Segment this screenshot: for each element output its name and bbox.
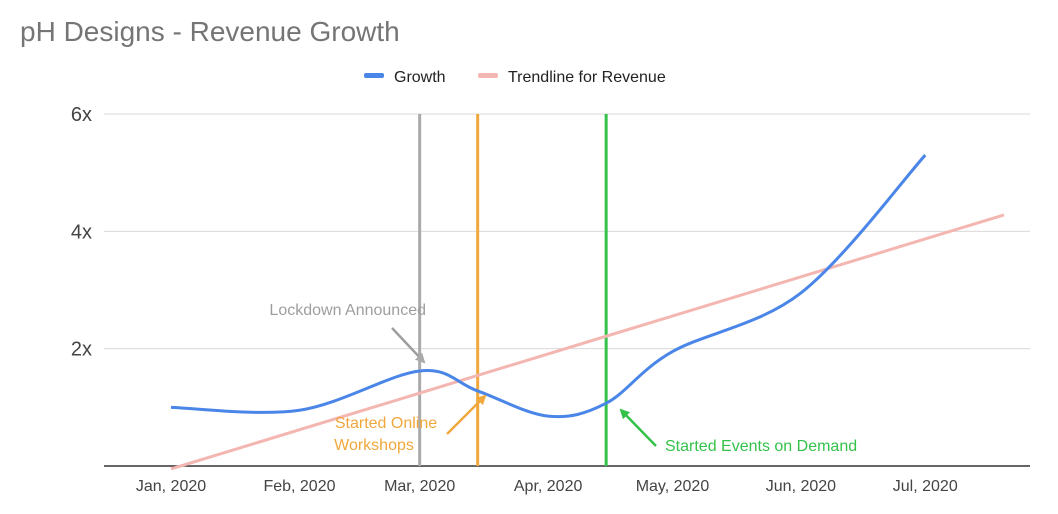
legend-swatch-growth <box>364 73 384 78</box>
legend-label-trendline: Trendline for Revenue <box>508 69 666 86</box>
x-tick-label: Jun, 2020 <box>766 478 836 495</box>
x-tick-label: Apr, 2020 <box>514 478 583 495</box>
x-tick-label: Mar, 2020 <box>384 478 455 495</box>
x-tick-label: Jul, 2020 <box>893 478 958 495</box>
annotation-workshops-line2: Workshops <box>334 437 414 454</box>
x-tick-label: Jan, 2020 <box>136 478 206 495</box>
annotation-workshops: Started Online <box>335 415 437 432</box>
x-tick-label: Feb, 2020 <box>263 478 335 495</box>
trendline-revenue <box>170 213 1005 471</box>
series-lines <box>170 154 1005 471</box>
annotations: Lockdown Announced Started Online Workshop… <box>269 302 857 455</box>
growth-line <box>170 154 927 419</box>
legend-swatch-trendline <box>478 73 498 78</box>
annotation-arrow-workshops <box>446 394 487 435</box>
x-axis-ticks: Jan, 2020 Feb, 2020 Mar, 2020 Apr, 2020 May,… <box>136 478 958 495</box>
annotation-arrow-events <box>619 408 657 447</box>
y-tick-label: 6x <box>71 104 92 126</box>
vertical-markers <box>418 114 608 466</box>
annotation-lockdown: Lockdown Announced <box>269 302 426 319</box>
y-tick-label: 4x <box>71 221 92 243</box>
y-axis-ticks: 2x 4x 6x <box>71 104 92 361</box>
annotation-arrow-lockdown <box>391 327 426 364</box>
legend-label-growth: Growth <box>394 69 446 86</box>
chart-title: pH Designs - Revenue Growth <box>20 16 400 47</box>
annotation-events-on-demand: Started Events on Demand <box>665 438 857 455</box>
x-tick-label: May, 2020 <box>636 478 710 495</box>
gridlines <box>104 113 1030 467</box>
legend: Growth Trendline for Revenue <box>364 69 666 86</box>
y-tick-label: 2x <box>71 339 92 361</box>
